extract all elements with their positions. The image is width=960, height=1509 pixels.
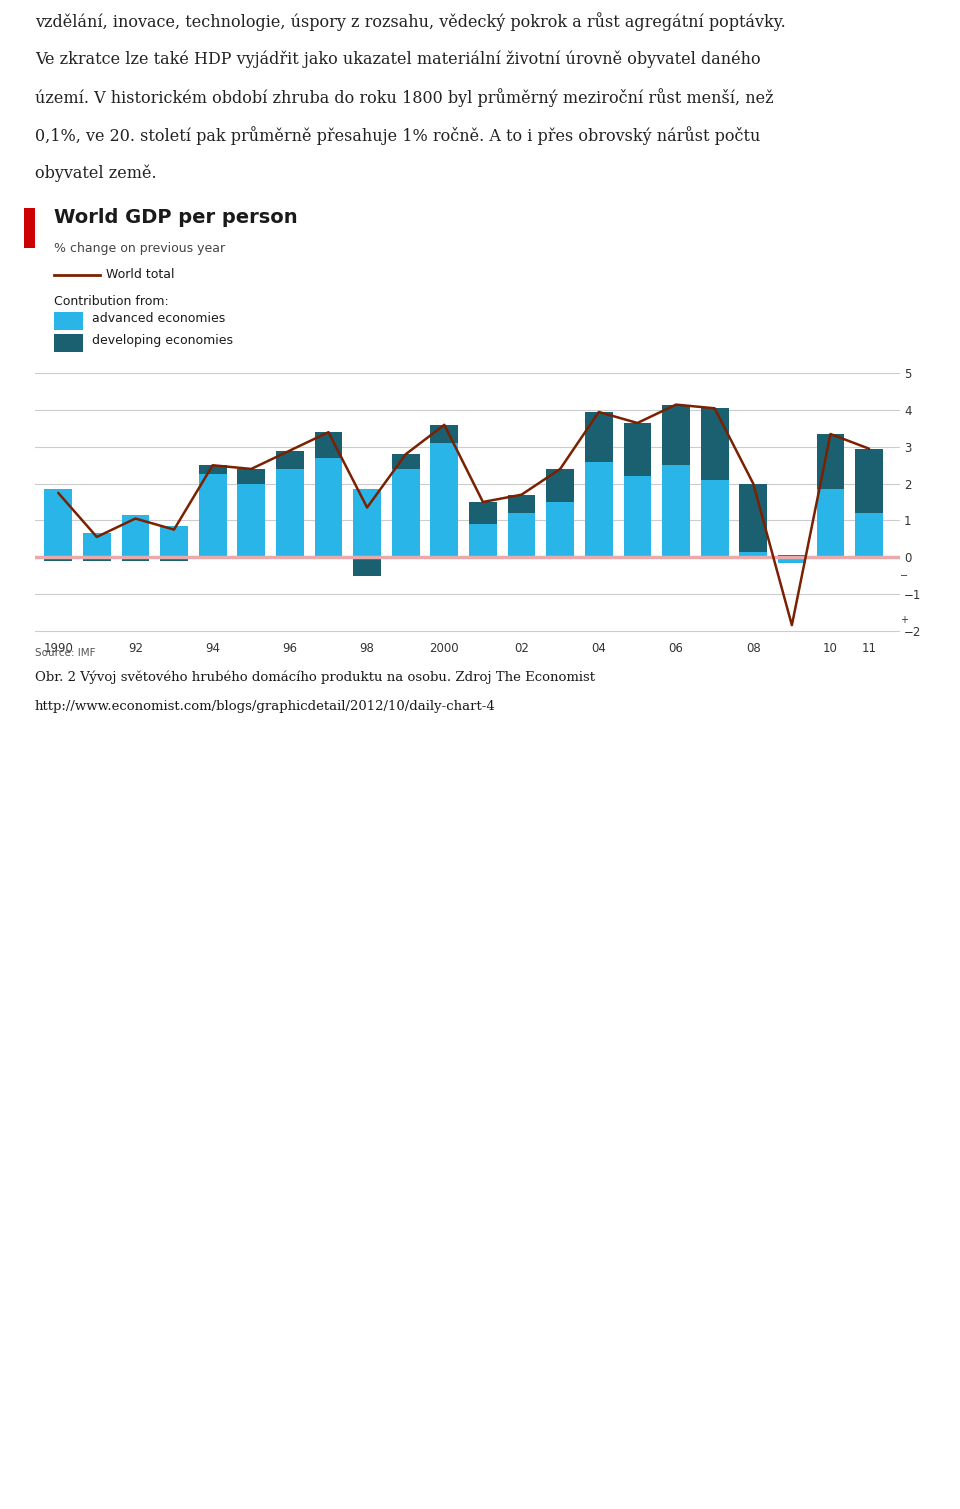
Bar [160,527,188,557]
Bar [199,474,227,557]
Bar [122,515,150,557]
Bar [83,557,110,561]
Text: území. V historickém období zhruba do roku 1800 byl průměrný meziroční růst menš: území. V historickém období zhruba do ro… [35,88,774,107]
Bar [44,557,72,561]
Text: vzdělání, inovace, technologie, úspory z rozsahu, vědecký pokrok a růst agregátn: vzdělání, inovace, technologie, úspory z… [35,12,785,30]
Text: advanced economies: advanced economies [92,312,226,324]
Bar [701,480,729,557]
Bar [623,423,651,477]
Bar [585,462,612,557]
Text: +: + [900,614,908,625]
Bar [392,469,420,557]
Text: Source: IMF: Source: IMF [35,647,95,658]
Bar [817,435,845,489]
Bar [662,465,690,557]
Bar [546,502,574,557]
Bar [623,477,651,557]
Text: 0,1%, ve 20. století pak průměrně přesahuje 1% ročně. A to i přes obrovský nárůs: 0,1%, ve 20. století pak průměrně přesah… [35,125,760,145]
Bar [662,404,690,465]
Bar [778,557,805,563]
Text: Ve zkratce lze také HDP vyjádřit jako ukazatel materiální životní úrovně obyvate: Ve zkratce lze také HDP vyjádřit jako uk… [35,50,760,68]
Bar [315,432,343,457]
Text: http://www.economist.com/blogs/graphicdetail/2012/10/daily-chart-4: http://www.economist.com/blogs/graphicde… [35,700,495,712]
Text: Contribution from:: Contribution from: [54,294,169,308]
Text: obyvatel země.: obyvatel země. [35,164,156,181]
Text: World total: World total [106,269,175,282]
Bar [392,454,420,469]
Bar [739,552,767,557]
Bar [353,489,381,557]
Text: % change on previous year: % change on previous year [54,241,226,255]
Bar [508,495,536,513]
Bar [353,557,381,575]
Bar [508,513,536,557]
Bar [585,412,612,462]
Bar [701,409,729,480]
Text: World GDP per person: World GDP per person [54,208,298,226]
Bar [546,469,574,502]
Bar [469,502,497,524]
Bar [817,489,845,557]
Text: −: − [900,570,908,581]
Bar [739,484,767,552]
Bar [122,557,150,561]
Bar [276,469,303,557]
Bar [855,448,883,513]
Bar [199,465,227,474]
Text: Obr. 2 Vývoj světového hrubého domácího produktu na osobu. Zdroj The Economist: Obr. 2 Vývoj světového hrubého domácího … [35,670,595,684]
Bar [778,555,805,557]
Bar [237,469,265,484]
Bar [160,557,188,561]
Bar [276,451,303,469]
Bar [469,524,497,557]
Bar [430,426,458,444]
Text: developing economies: developing economies [92,333,233,347]
Bar [44,489,72,557]
Bar [855,513,883,557]
Bar [430,444,458,557]
Bar [315,457,343,557]
Bar [237,484,265,557]
Bar [83,533,110,557]
